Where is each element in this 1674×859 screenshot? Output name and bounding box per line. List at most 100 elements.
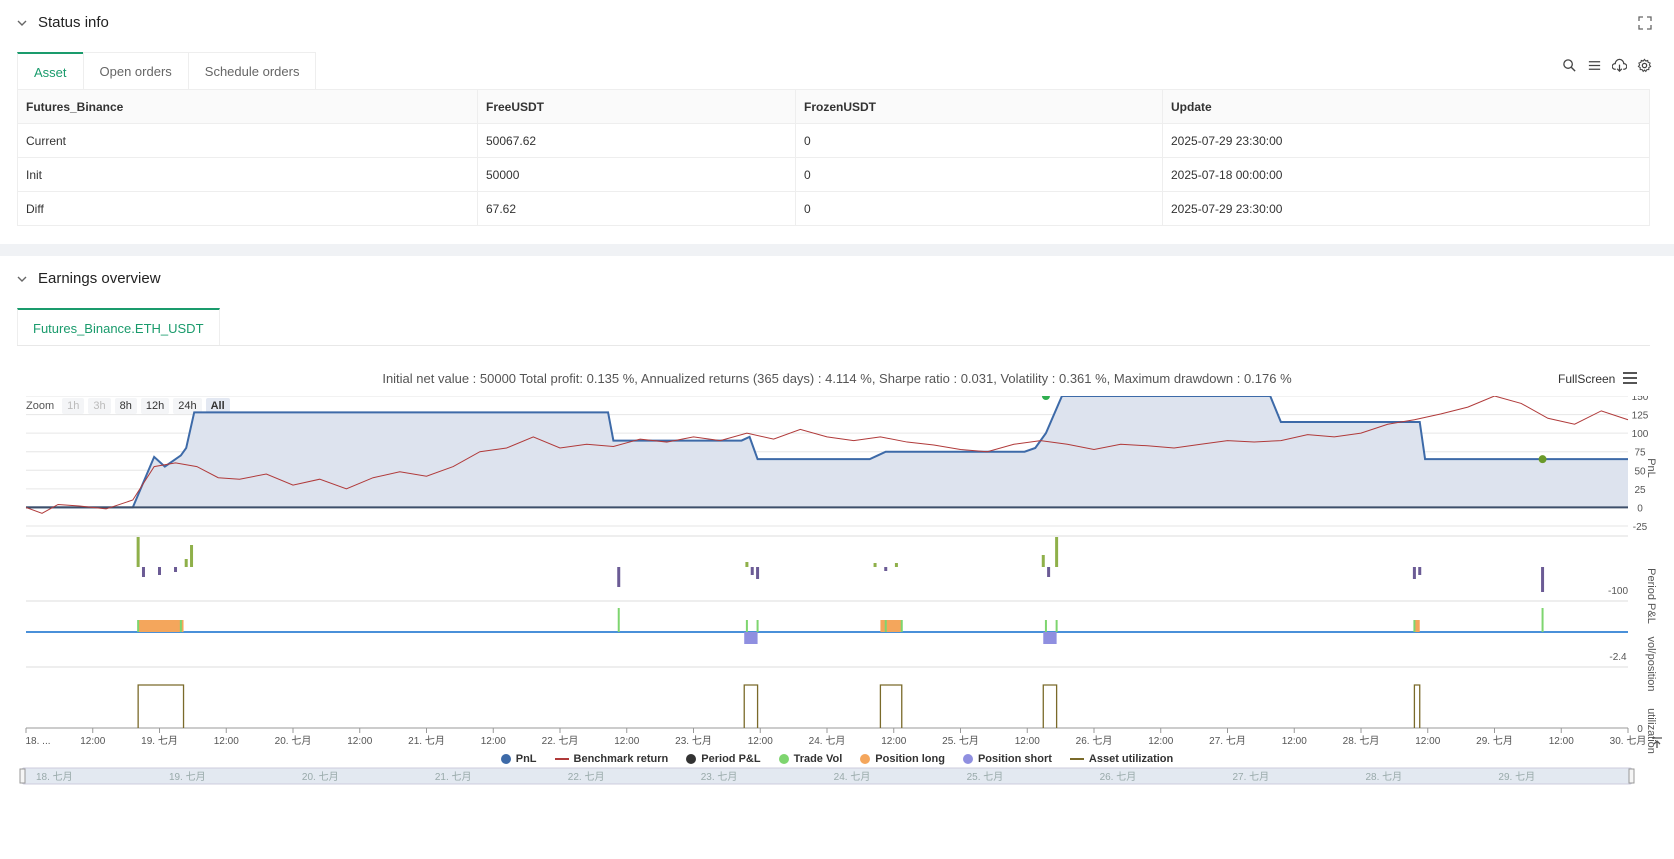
tab-open-orders[interactable]: Open orders: [82, 52, 189, 90]
pane-label: vol/position: [1645, 636, 1657, 691]
x-tick-label: 12:00: [214, 736, 239, 747]
trade-vol-bar: [617, 608, 620, 632]
period-pnl-bar: [174, 567, 178, 572]
period-pnl-bar: [1041, 555, 1045, 567]
zoom-1h-button[interactable]: 1h: [62, 398, 85, 414]
col-header[interactable]: Update: [1162, 89, 1650, 124]
zoom-3h-button[interactable]: 3h: [88, 398, 111, 414]
trade-vol-bar: [179, 620, 182, 632]
x-tick-label: 12:00: [80, 736, 105, 747]
x-tick-label: 22. 七月: [542, 735, 579, 747]
position-long-bar: [880, 620, 902, 632]
y-tick-label: 0: [1637, 503, 1643, 514]
legend-pnl[interactable]: PnL: [500, 753, 537, 765]
position-short-bar: [1043, 632, 1057, 644]
zoom-8h-button[interactable]: 8h: [114, 398, 137, 414]
y-tick-label: 100: [1632, 429, 1649, 440]
legend-period-pnl[interactable]: Period P&L: [686, 753, 761, 765]
period-pnl-bar: [894, 563, 898, 567]
trade-marker: [1538, 455, 1547, 464]
col-header[interactable]: FrozenUSDT: [795, 89, 1163, 124]
col-header[interactable]: Futures_Binance: [17, 89, 478, 124]
pane-label: utilization: [1645, 708, 1657, 754]
fullscreen-button[interactable]: FullScreen: [1558, 372, 1616, 386]
performance-summary: Initial net value : 50000 Total profit: …: [382, 371, 1292, 386]
scroll-to-top-icon[interactable]: [1650, 736, 1664, 750]
x-tick-label: 12:00: [1415, 736, 1440, 747]
table-cell: 0: [795, 123, 1163, 158]
navigator-tick-label: 20. 七月: [302, 771, 339, 783]
status-title: Status info: [38, 14, 109, 31]
pnl-line: [26, 396, 1628, 509]
navigator-tick-label: 19. 七月: [169, 771, 206, 783]
earnings-chart[interactable]: 150 125 100 75 50 25 0 -25 PnL Period P&L vol/posi…: [0, 396, 1674, 796]
hamburger-menu-icon[interactable]: [1622, 371, 1638, 385]
legend-trade-vol[interactable]: Trade Vol: [778, 753, 842, 765]
y-tick-label: 0: [1637, 724, 1643, 735]
position-long-bar: [1414, 620, 1420, 632]
legend-label: Position short: [977, 753, 1052, 765]
x-tick-label: 21. 七月: [408, 735, 445, 747]
zoom-all-button[interactable]: All: [205, 398, 230, 414]
period-pnl-bar: [184, 559, 188, 567]
row-label-current[interactable]: Current: [17, 123, 478, 158]
period-pnl-bar: [1047, 567, 1051, 577]
earnings-header[interactable]: Earnings overview: [16, 270, 161, 287]
x-tick-label: 12:00: [1015, 736, 1040, 747]
x-tick-label: 12:00: [347, 736, 372, 747]
legend-asset-utilization[interactable]: Asset utilization: [1069, 753, 1174, 765]
utilization-step: [137, 684, 185, 728]
chevron-down-icon[interactable]: [16, 273, 28, 285]
x-tick-label: 12:00: [1148, 736, 1173, 747]
x-tick-label: 12:00: [881, 736, 906, 747]
table-cell: 0: [795, 157, 1163, 192]
y-tick-label: -100: [1608, 586, 1628, 597]
table-cell: 2025-07-29 23:30:00: [1162, 123, 1650, 158]
legend-label: PnL: [515, 753, 537, 765]
table-row: Diff 67.62 0 2025-07-29 23:30:00: [17, 191, 1650, 226]
legend-benchmark-return[interactable]: Benchmark return: [554, 753, 669, 765]
cloud-download-icon[interactable]: [1612, 58, 1627, 73]
utilization-step: [879, 684, 903, 728]
period-pnl-bar: [873, 563, 877, 567]
period-pnl-bar: [158, 567, 161, 575]
trade-vol-bar: [1541, 608, 1544, 632]
legend-position-short[interactable]: Position short: [962, 753, 1052, 765]
tab-futures-binance-eth-usdt[interactable]: Futures_Binance.ETH_USDT: [17, 308, 220, 346]
period-pnl-bar: [190, 545, 194, 567]
x-tick-label: 12:00: [748, 736, 773, 747]
tab-schedule-orders[interactable]: Schedule orders: [187, 52, 317, 90]
x-tick-label: 26. 七月: [1076, 735, 1113, 747]
expand-icon[interactable]: [1638, 16, 1652, 30]
legend-label: Asset utilization: [1088, 753, 1174, 765]
list-icon[interactable]: [1587, 58, 1602, 73]
x-tick-label: 12:00: [614, 736, 639, 747]
chevron-down-icon[interactable]: [16, 17, 28, 29]
table-cell: 2025-07-18 00:00:00: [1162, 157, 1650, 192]
table-header-row: Futures_Binance FreeUSDT FrozenUSDT Upda…: [17, 89, 1650, 124]
search-icon[interactable]: [1562, 58, 1577, 73]
period-pnl-bar: [750, 567, 754, 575]
x-tick-label: 28. 七月: [1343, 735, 1380, 747]
period-pnl-bar: [884, 567, 888, 571]
chart-legend: PnL Benchmark return Period P&L Trade Vo…: [0, 753, 1674, 765]
x-tick-label: 20. 七月: [275, 735, 312, 747]
legend-label: Benchmark return: [573, 753, 669, 765]
x-tick-label: 24. 七月: [809, 735, 846, 747]
gear-icon[interactable]: [1637, 58, 1652, 73]
y-tick-label: 150: [1632, 396, 1649, 403]
navigator-tick-label: 24. 七月: [834, 771, 871, 783]
x-tick-label: 30. 七月: [1610, 735, 1647, 747]
table-cell: 67.62: [477, 191, 796, 226]
zoom-12h-button[interactable]: 12h: [140, 398, 170, 414]
period-pnl-bar: [1541, 567, 1545, 592]
trade-vol-bar: [745, 620, 748, 632]
legend-position-long[interactable]: Position long: [860, 753, 945, 765]
zoom-24h-button[interactable]: 24h: [173, 398, 202, 414]
col-header[interactable]: FreeUSDT: [477, 89, 796, 124]
status-header[interactable]: Status info: [16, 14, 109, 31]
period-pnl-bar: [1412, 567, 1416, 579]
zoom-controls: Zoom 1h 3h 8h 12h 24h All: [26, 398, 230, 414]
tab-asset[interactable]: Asset: [17, 52, 84, 90]
period-pnl-bar: [745, 562, 749, 567]
